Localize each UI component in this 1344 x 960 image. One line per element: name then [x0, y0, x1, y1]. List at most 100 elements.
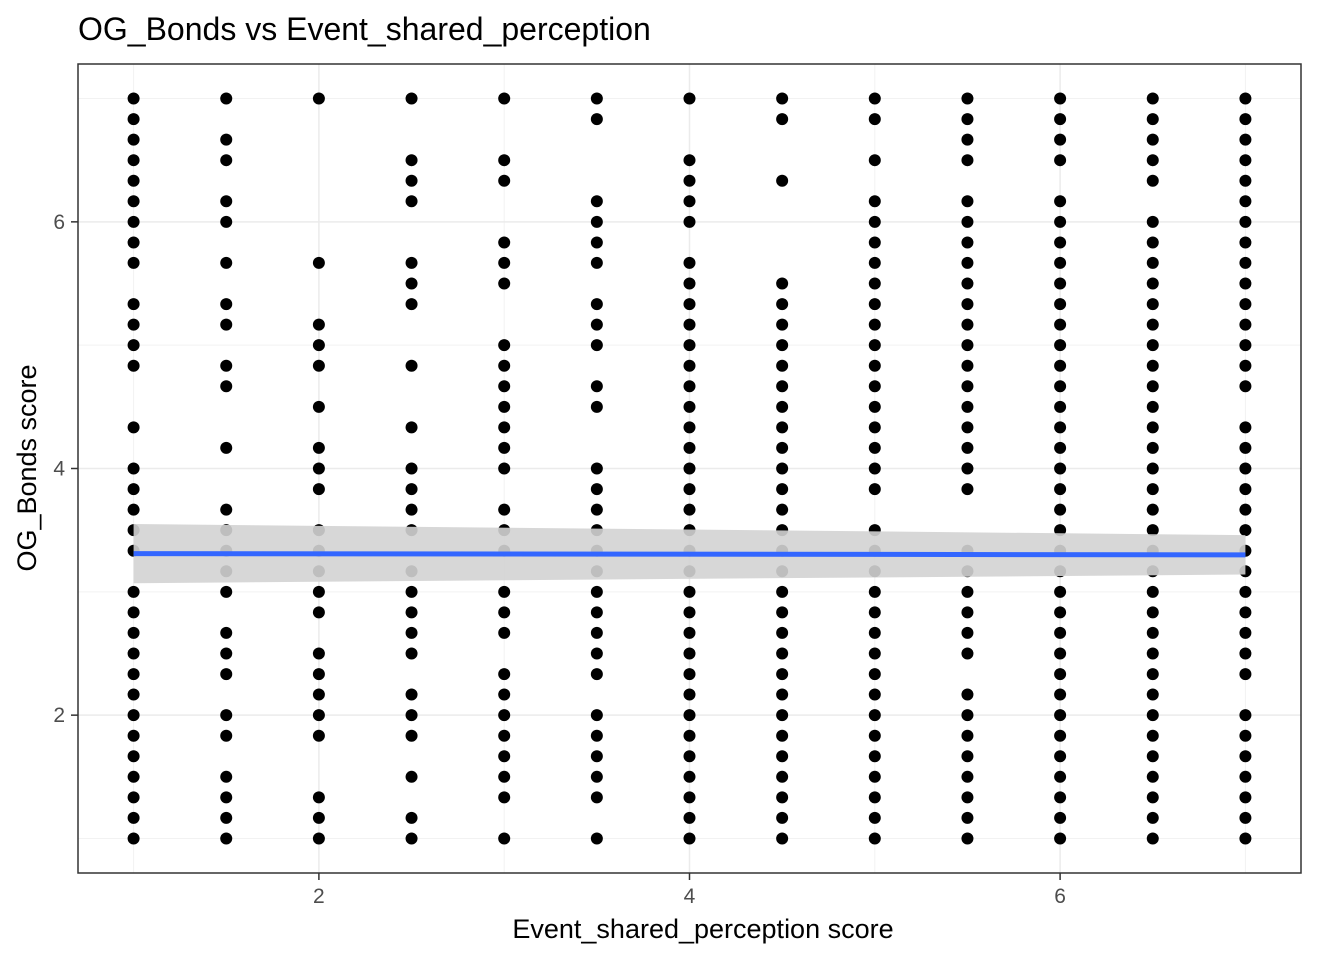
data-point — [312, 688, 325, 701]
data-point — [590, 113, 603, 126]
data-point — [590, 626, 603, 639]
data-point — [868, 441, 881, 454]
data-point — [127, 483, 140, 496]
data-point — [220, 441, 233, 454]
data-point — [868, 709, 881, 722]
data-point — [961, 298, 974, 311]
data-point — [498, 750, 511, 763]
data-point — [1146, 298, 1159, 311]
data-point — [127, 791, 140, 804]
data-point — [590, 750, 603, 763]
data-point — [127, 668, 140, 681]
data-point — [776, 832, 789, 845]
data-point — [220, 585, 233, 598]
data-point — [776, 606, 789, 619]
data-point — [312, 483, 325, 496]
trend-layer — [133, 523, 1246, 584]
data-point — [405, 503, 418, 516]
data-point — [961, 585, 974, 598]
data-point — [683, 318, 696, 331]
data-point — [1146, 421, 1159, 434]
x-tick-label: 2 — [313, 885, 325, 908]
data-point — [590, 585, 603, 598]
data-point — [1239, 626, 1252, 639]
data-point — [868, 421, 881, 434]
data-point — [1239, 606, 1252, 619]
data-point — [776, 503, 789, 516]
data-point — [1239, 92, 1252, 105]
data-point — [683, 154, 696, 167]
data-point — [590, 339, 603, 352]
data-point — [1239, 709, 1252, 722]
data-point — [1239, 832, 1252, 845]
data-point — [961, 256, 974, 269]
data-point — [405, 298, 418, 311]
data-point — [961, 195, 974, 208]
data-point — [405, 154, 418, 167]
data-point — [220, 503, 233, 516]
data-point — [868, 92, 881, 105]
data-point — [868, 256, 881, 269]
data-point — [961, 113, 974, 126]
y-tick-label: 6 — [53, 211, 65, 234]
data-point — [776, 647, 789, 660]
data-point — [220, 770, 233, 783]
data-point — [498, 256, 511, 269]
data-point — [127, 832, 140, 845]
data-point — [127, 113, 140, 126]
data-point — [776, 339, 789, 352]
data-point — [405, 606, 418, 619]
data-point — [498, 626, 511, 639]
data-point — [1239, 174, 1252, 187]
data-point — [1054, 811, 1067, 824]
data-point — [1054, 647, 1067, 660]
data-point — [1146, 277, 1159, 290]
data-point — [1239, 585, 1252, 598]
data-point — [498, 503, 511, 516]
data-point — [1239, 215, 1252, 228]
data-point — [590, 400, 603, 413]
data-point — [868, 339, 881, 352]
data-point — [405, 770, 418, 783]
data-point — [590, 647, 603, 660]
data-point — [1054, 503, 1067, 516]
data-point — [1146, 318, 1159, 331]
data-point — [961, 277, 974, 290]
data-point — [1054, 133, 1067, 146]
data-point — [961, 709, 974, 722]
data-point — [1054, 359, 1067, 372]
data-point — [776, 585, 789, 598]
data-point — [961, 832, 974, 845]
data-point — [127, 339, 140, 352]
data-point — [683, 215, 696, 228]
data-point — [127, 236, 140, 249]
data-point — [1146, 626, 1159, 639]
data-point — [498, 359, 511, 372]
data-point — [1054, 606, 1067, 619]
data-point — [220, 709, 233, 722]
data-point — [961, 791, 974, 804]
trend-line — [133, 551, 1246, 558]
data-point — [1146, 92, 1159, 105]
data-point — [220, 626, 233, 639]
data-point — [312, 709, 325, 722]
data-point — [1239, 811, 1252, 824]
data-point — [590, 483, 603, 496]
data-point — [590, 256, 603, 269]
chart-title: OG_Bonds vs Event_shared_perception — [78, 11, 651, 47]
data-point — [590, 729, 603, 742]
data-point — [1054, 483, 1067, 496]
data-point — [1146, 400, 1159, 413]
data-point — [1054, 195, 1067, 208]
data-point — [683, 400, 696, 413]
data-point — [127, 750, 140, 763]
data-point — [498, 174, 511, 187]
data-point — [1146, 339, 1159, 352]
data-point — [683, 750, 696, 763]
data-point — [868, 832, 881, 845]
data-point — [961, 236, 974, 249]
data-point — [868, 462, 881, 475]
data-point — [1054, 709, 1067, 722]
data-point — [498, 462, 511, 475]
data-point — [220, 729, 233, 742]
